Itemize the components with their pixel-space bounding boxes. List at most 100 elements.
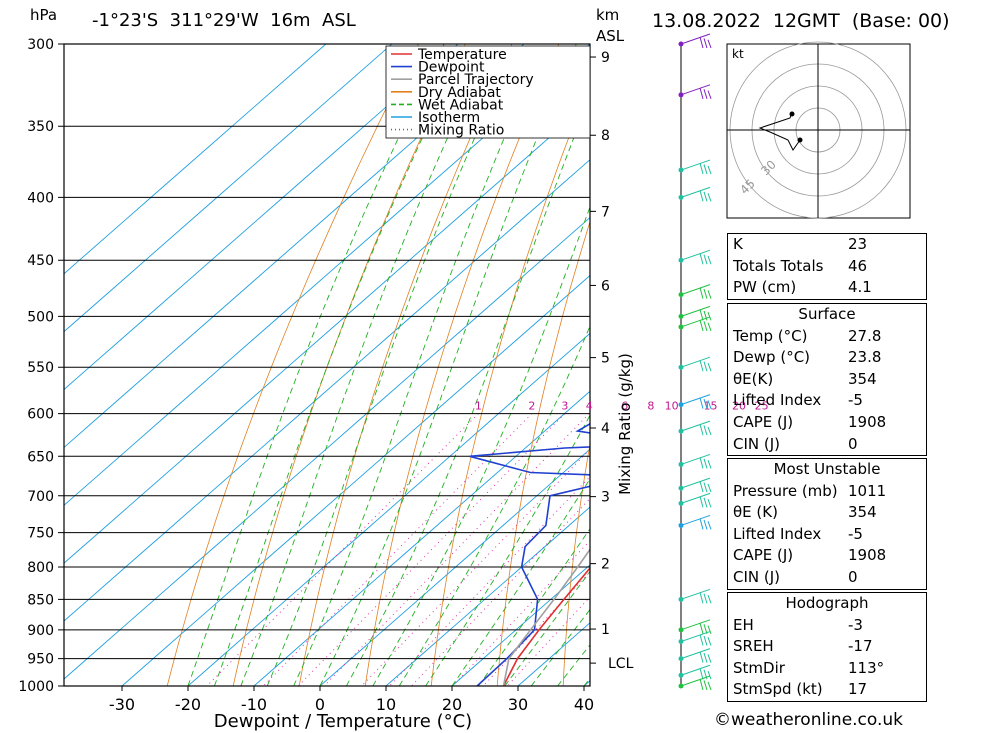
wind-barb-feather [707,681,712,691]
wind-barb-feather [699,622,704,634]
wind-barb-feather [707,322,712,332]
lcl-label: LCL [608,656,634,672]
wind-barb-feather [699,309,704,321]
wind-barb-feather [703,458,708,469]
pressure-label-300: 300 [27,37,54,53]
table-row-value: 113° [848,658,885,677]
x-tick-label: 10 [376,695,396,714]
isotherm-line [64,44,590,506]
mixing-ratio-axis-label: Mixing Ratio (g/kg) [616,353,634,495]
wind-barb-feather [699,481,704,493]
table-row-value: 46 [848,256,868,275]
table-row-label: EH [733,615,754,634]
wind-barb-feather [703,89,708,99]
wind-barb-feather [703,593,708,604]
hodograph-unit: kt [732,47,744,61]
wind-barb-shaft [680,159,711,171]
wind-barb-feather [707,400,712,409]
mixing-ratio-line [323,413,590,686]
wind-barb-shaft [680,453,711,465]
wind-barb-shaft [680,664,711,676]
km-tick-label: 9 [601,50,610,66]
wind-barb-feather [707,460,712,469]
x-tick-label: 0 [315,695,325,714]
x-tick-label: -10 [241,695,267,714]
km-tick-label: 2 [601,557,610,573]
table-row-label: Pressure (mb) [733,481,838,500]
legend-entry: Isotherm [418,110,480,126]
pressure-label-800: 800 [27,560,54,576]
wind-barb-feather [703,191,708,202]
indices-table: K 23 Totals Totals 46 PW (cm) 4.1 [727,233,927,300]
wind-barb-feather [703,497,708,508]
table-row-value: -5 [848,524,863,543]
wind-barb-feather [707,90,712,99]
pressure-label-850: 850 [27,592,54,608]
wind-barb-feather [703,635,708,646]
x-axis-label: Dewpoint / Temperature (°C) [214,711,472,732]
mixing-ratio-line [411,498,590,686]
wind-barb-feather [707,670,712,680]
wind-barb-feather [703,321,708,332]
table-row-label: CAPE (J) [733,412,794,431]
pressure-label-900: 900 [27,623,54,639]
table-row-label: Totals Totals [733,256,824,275]
mixing-ratio-label: 6 [621,400,628,413]
wind-barb-feather [699,360,704,372]
dry-adiabat-line [938,0,1000,686]
wind-barb-shaft [680,394,711,406]
km-tick-label: 4 [601,421,610,437]
wind-barb-shaft [680,477,711,489]
most-unstable-title: Most Unstable [773,460,881,478]
wind-barb-feather [707,165,712,175]
pressure-label-950: 950 [27,652,54,668]
wind-barb-shaft [680,675,711,687]
wind-barb-feather [707,483,712,493]
table-row-value: 0 [848,567,858,586]
wind-barb-feather [699,287,704,299]
surface-title: Surface [798,305,856,323]
table-row-value: -5 [848,391,863,410]
mixing-ratio-label: 8 [647,400,654,413]
wind-barb-feather [703,310,708,321]
mixing-ratio-label: 10 [665,400,679,413]
table-row-label: StmSpd (kt) [733,680,823,699]
wind-barb-shaft [680,492,711,504]
table-row: Pressure (mb) 1011 [728,481,926,503]
wind-barb-feather [703,164,708,175]
mixing-ratio-label: 20 [732,400,746,413]
legend-entry: Dewpoint [418,60,485,76]
mixing-ratio-label: 1 [475,400,482,413]
wind-barb-feather [699,190,704,202]
wet-adiabat-line [319,44,577,686]
wind-barb-feather [703,361,708,372]
table-row: EH -3 [728,615,926,637]
table-row-label: SREH [733,637,774,656]
legend-entry: Wet Adiabat [418,97,504,113]
wind-barb-feather [699,319,704,332]
wet-adiabat-line [187,44,445,686]
mixing-ratio-label: 3 [561,400,568,413]
table-row-label: Temp (°C) [733,326,808,345]
wind-barb-feather [707,499,712,508]
header-km: km [596,6,620,24]
pressure-label-450: 450 [27,253,54,269]
x-tick-label: 20 [442,695,462,714]
table-row: CIN (J) 0 [728,567,926,589]
surface-table: Surface Temp (°C) 27.8 Dewp (°C) 23.8 θE(K) 3… [727,303,927,457]
wind-barb-feather [699,87,704,99]
wind-barb-feather [699,678,704,691]
isotherm-line [64,159,590,622]
table-row-label: Lifted Index [733,391,822,410]
wind-barb-feather [699,253,704,265]
wind-barb-feather [707,521,712,530]
km-tick-label: 3 [601,490,610,506]
pressure-label-1000: 1000 [18,679,54,695]
wind-barb-shaft [680,249,711,261]
legend-entry: Mixing Ratio [418,123,504,139]
wind-barb-shaft [680,33,711,45]
wind-barb-feather [699,634,704,646]
wind-barb-feather [707,637,712,646]
table-row-label: θE (K) [733,503,778,522]
table-row: StmDir 113° [728,658,926,680]
